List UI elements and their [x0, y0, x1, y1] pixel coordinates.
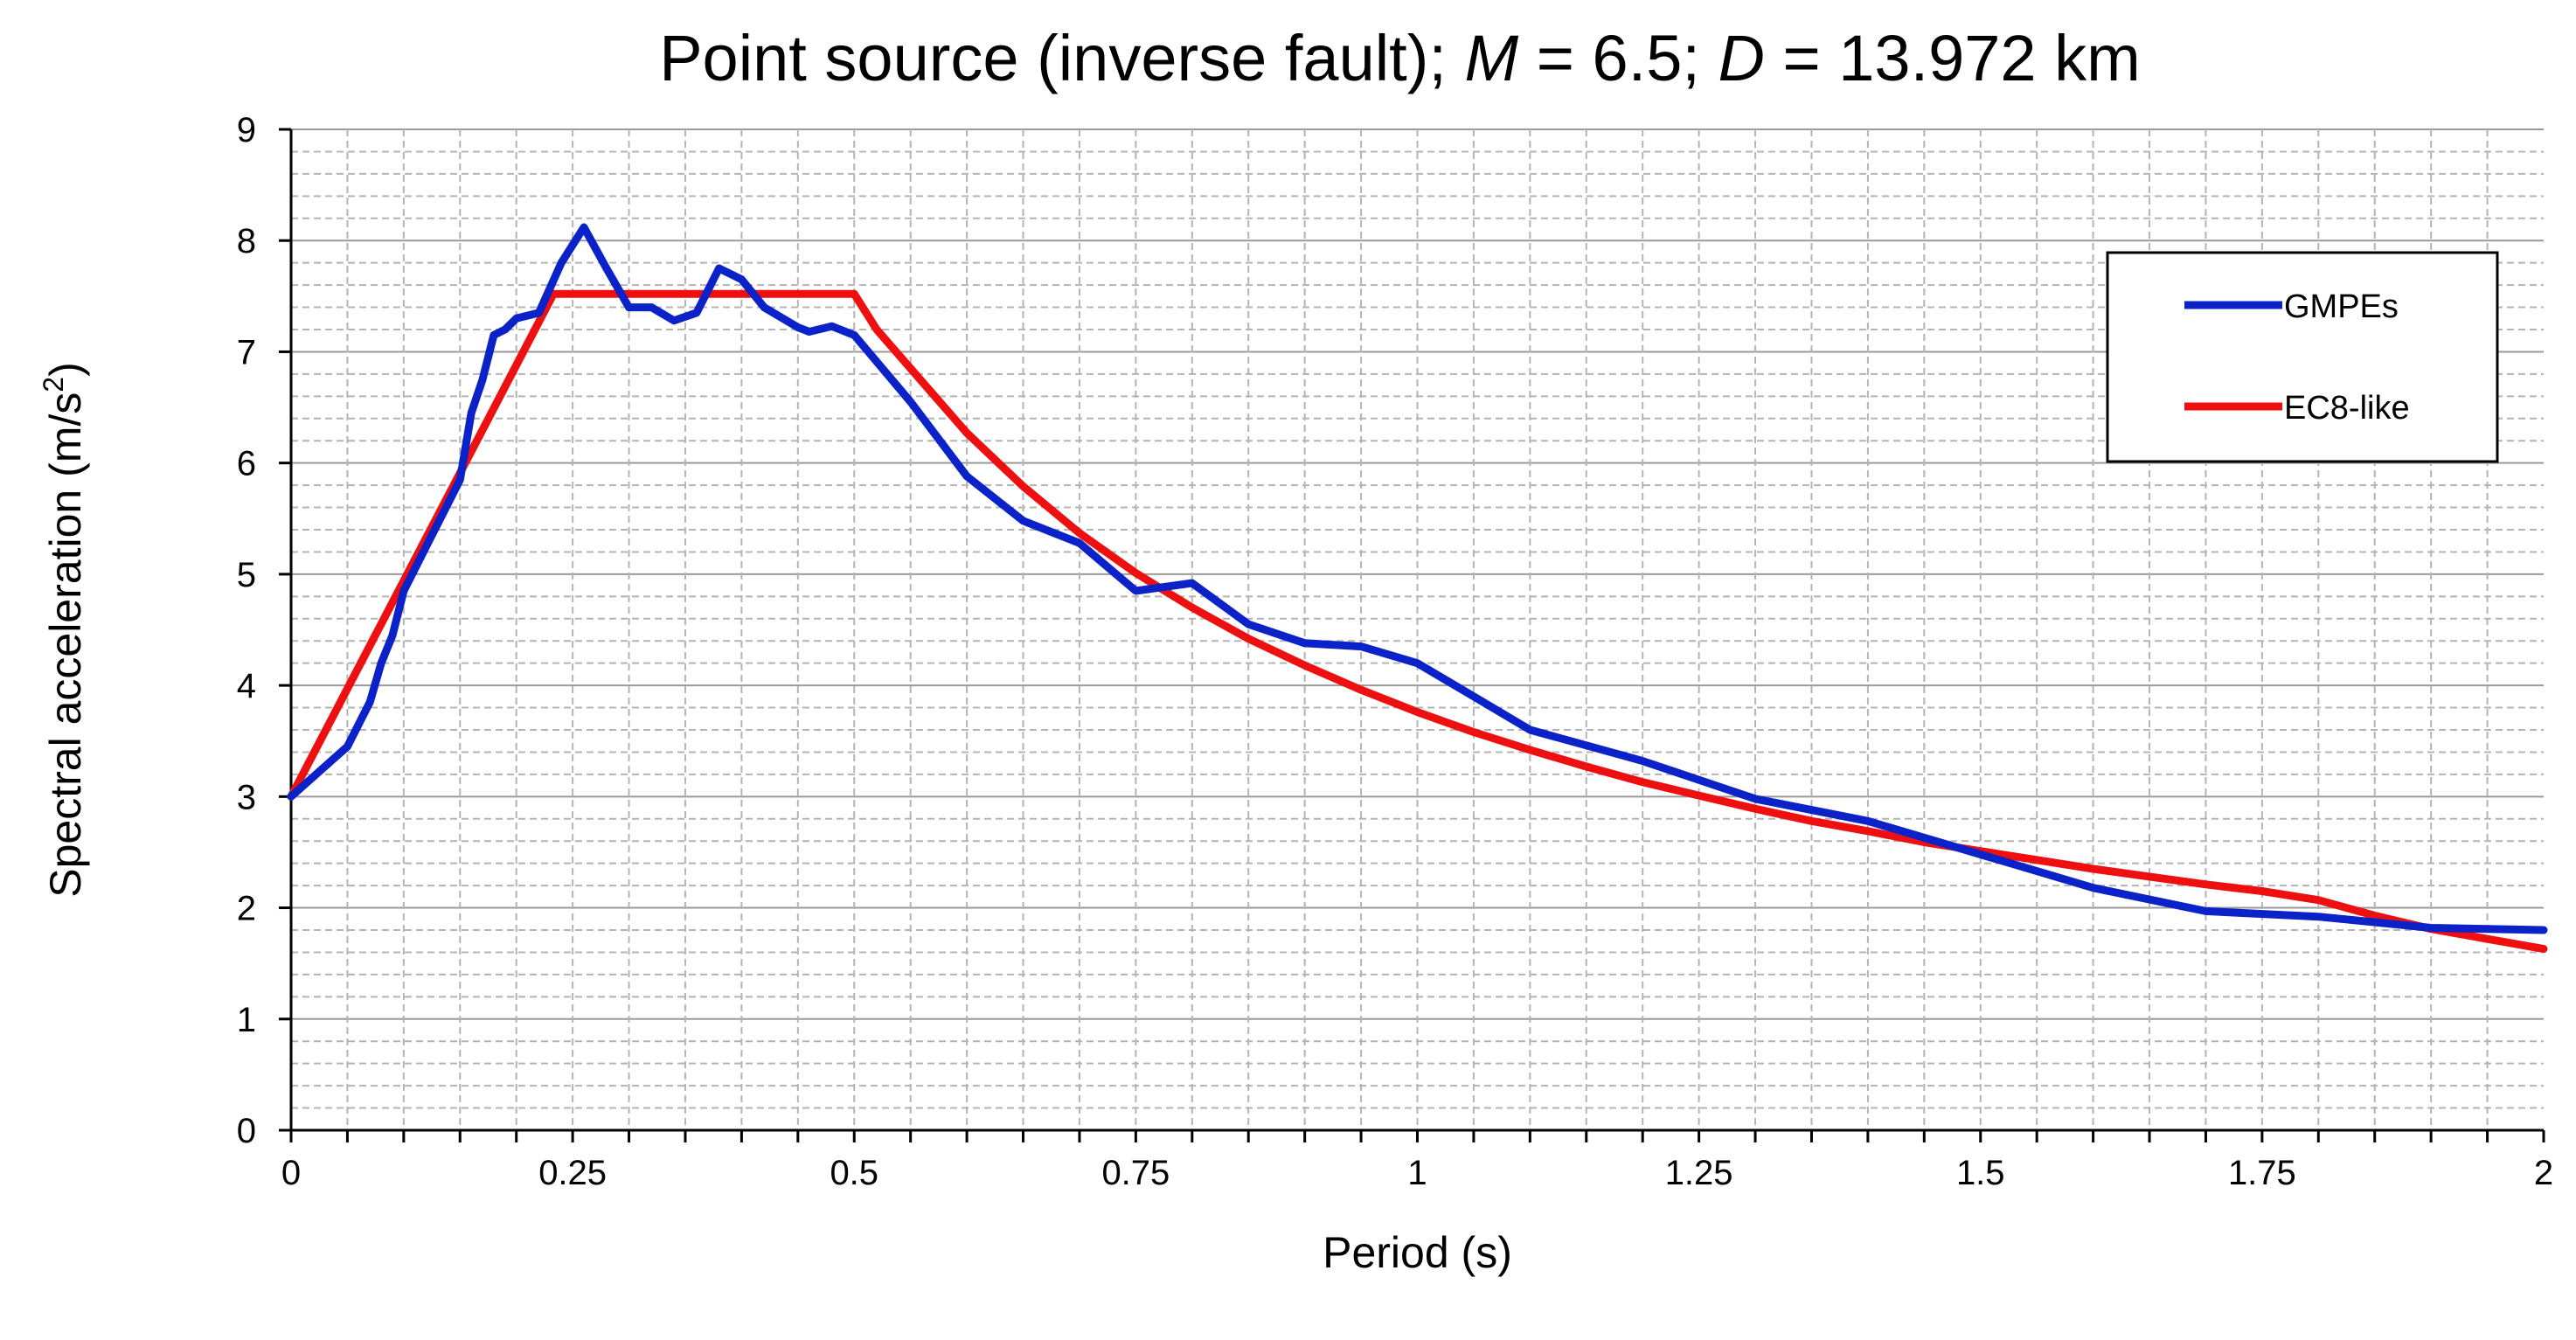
y-axis-label-main: Spectral acceleration (m/s	[41, 392, 90, 898]
x-tick-label: 0	[281, 1154, 301, 1192]
y-tick-label: 1	[237, 1001, 256, 1039]
axes	[279, 128, 2545, 1142]
y-axis-label-superscript: 2	[38, 377, 69, 392]
x-tick-label: 1.25	[1665, 1154, 1733, 1192]
chart-title: Point source (inverse fault); M = 6.5; D…	[659, 22, 2141, 94]
chart-title-part: = 6.5;	[1518, 22, 1718, 94]
legend: GMPEs EC8-like	[2106, 251, 2499, 463]
x-tick-label: 1	[1407, 1154, 1427, 1192]
chart-title-part: = 13.972 km	[1765, 22, 2141, 94]
x-tick-label: 2	[2534, 1154, 2553, 1192]
chart-title-part: M	[1464, 22, 1518, 94]
y-tick-label: 4	[237, 667, 256, 705]
x-tick-label: 1.75	[2228, 1154, 2296, 1192]
series-line-ec8-like	[287, 289, 2548, 954]
series-line-gmpes	[287, 223, 2548, 934]
y-axis-label: Spectral acceleration (m/s2)	[38, 362, 90, 897]
y-tick-label: 6	[237, 445, 256, 483]
x-tick-label: 0.5	[830, 1154, 878, 1192]
y-tick-label: 0	[237, 1112, 256, 1150]
x-tick-label: 0.75	[1101, 1154, 1170, 1192]
y-tick-label: 5	[237, 556, 256, 594]
series	[287, 223, 2548, 954]
x-tick-label: 0.25	[538, 1154, 607, 1192]
y-tick-label: 9	[237, 111, 256, 149]
labels: 0 1 2 3 4 5 6 7 8 9 0 0.25 0.5 0.75 1 1.25 1.5 1.75 2 Point…	[38, 22, 2553, 1277]
legend-label: GMPEs	[2284, 288, 2399, 325]
y-tick-label: 3	[237, 778, 256, 816]
x-axis-label: Period (s)	[1323, 1228, 1512, 1277]
legend-label: EC8-like	[2284, 390, 2410, 427]
y-tick-label: 8	[237, 222, 256, 260]
x-tick-label: 1.5	[1956, 1154, 2005, 1192]
chart-title-part: D	[1718, 22, 1764, 94]
y-axis-label-close: )	[41, 362, 90, 377]
legend-box	[2106, 251, 2499, 463]
y-tick-label: 7	[237, 333, 256, 371]
chart-title-part: Point source (inverse fault);	[659, 22, 1464, 94]
y-tick-label: 2	[237, 890, 256, 928]
